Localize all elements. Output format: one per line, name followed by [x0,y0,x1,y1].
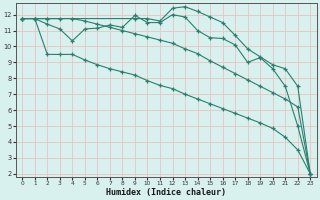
X-axis label: Humidex (Indice chaleur): Humidex (Indice chaleur) [106,188,226,197]
